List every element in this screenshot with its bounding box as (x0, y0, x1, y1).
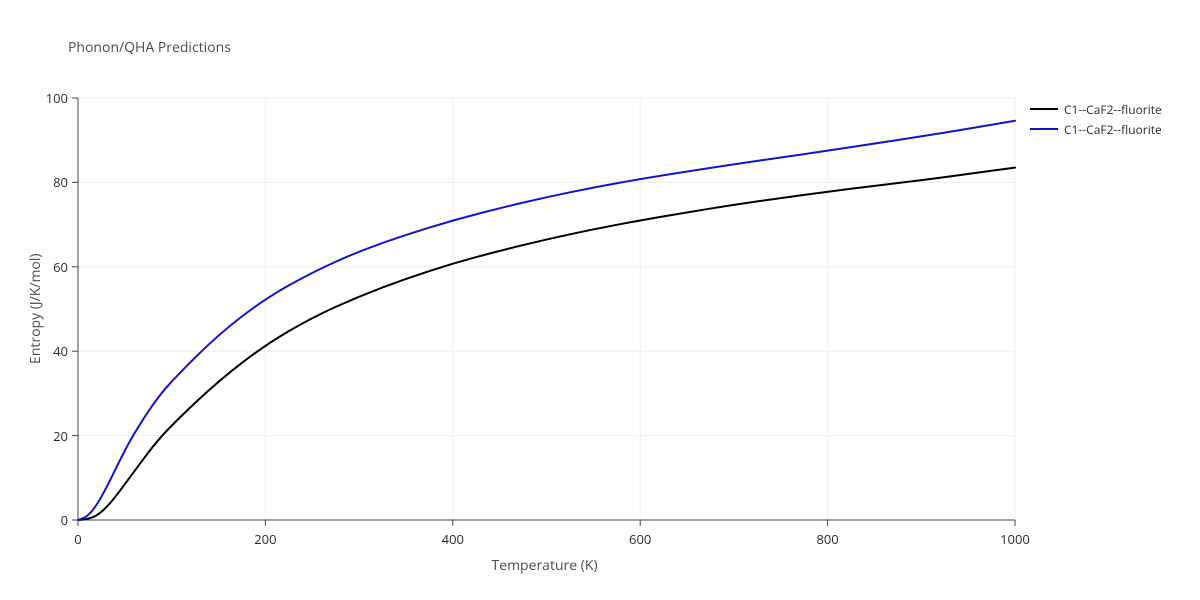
series-group[interactable] (78, 121, 1015, 520)
y-axis-label: Entropy (J/K/mol) (26, 254, 45, 365)
x-tick-label: 1000 (1000, 530, 1030, 548)
legend-label: C1--CaF2--fluorite (1064, 121, 1162, 138)
legend-swatch (1030, 128, 1058, 130)
x-tick-label: 0 (63, 530, 93, 548)
axes (72, 98, 1015, 526)
series-line-1[interactable] (78, 121, 1015, 520)
legend[interactable]: C1--CaF2--fluorite C1--CaF2--fluorite (1030, 100, 1162, 140)
x-tick-label: 400 (438, 530, 468, 548)
legend-label: C1--CaF2--fluorite (1064, 101, 1162, 118)
x-tick-label: 800 (813, 530, 843, 548)
gridlines (78, 98, 1015, 520)
series-line-0[interactable] (78, 168, 1015, 520)
x-axis-label: Temperature (K) (492, 556, 598, 575)
y-tick-label: 100 (38, 89, 68, 107)
x-tick-label: 600 (625, 530, 655, 548)
plot-svg (0, 0, 1200, 600)
y-tick-label: 0 (38, 511, 68, 529)
y-tick-label: 20 (38, 427, 68, 445)
legend-item-1[interactable]: C1--CaF2--fluorite (1030, 120, 1162, 138)
chart-container: Phonon/QHA Predictions 02004006008001000… (0, 0, 1200, 600)
legend-item-0[interactable]: C1--CaF2--fluorite (1030, 100, 1162, 118)
legend-swatch (1030, 108, 1058, 110)
x-tick-label: 200 (250, 530, 280, 548)
y-tick-label: 80 (38, 173, 68, 191)
